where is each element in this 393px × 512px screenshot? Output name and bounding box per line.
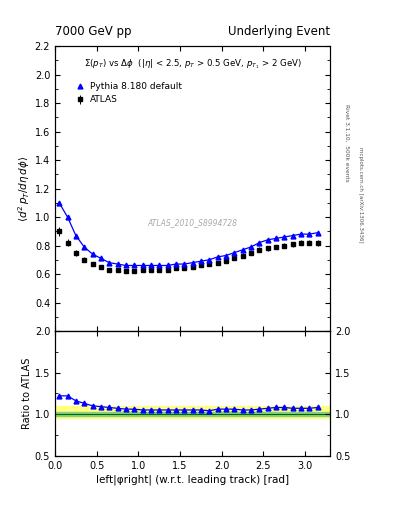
Pythia 8.180 default <box>207 257 211 263</box>
Pythia 8.180 default <box>82 244 86 250</box>
Legend: Pythia 8.180 default, ATLAS: Pythia 8.180 default, ATLAS <box>70 79 185 107</box>
Text: mcplots.cern.ch [arXiv:1306.3436]: mcplots.cern.ch [arXiv:1306.3436] <box>358 147 363 242</box>
Pythia 8.180 default <box>182 261 187 267</box>
Pythia 8.180 default <box>274 236 278 242</box>
Pythia 8.180 default <box>174 261 178 267</box>
Pythia 8.180 default <box>99 255 103 262</box>
Pythia 8.180 default <box>315 230 320 236</box>
Pythia 8.180 default <box>224 252 228 259</box>
Text: $\Sigma(p_T)$ vs $\Delta\phi$  ($|\eta|$ < 2.5, $p_T$ > 0.5 GeV, $p_{T_1}$ > 2 G: $\Sigma(p_T)$ vs $\Delta\phi$ ($|\eta|$ … <box>84 57 301 71</box>
Pythia 8.180 default <box>157 263 162 269</box>
Text: Rivet 3.1.10,  500k events: Rivet 3.1.10, 500k events <box>344 104 349 182</box>
Pythia 8.180 default <box>57 200 62 206</box>
Pythia 8.180 default <box>132 263 137 269</box>
Pythia 8.180 default <box>248 244 253 250</box>
Pythia 8.180 default <box>265 237 270 243</box>
Text: Underlying Event: Underlying Event <box>228 26 330 38</box>
Pythia 8.180 default <box>123 263 128 269</box>
Pythia 8.180 default <box>198 258 203 264</box>
Y-axis label: Ratio to ATLAS: Ratio to ATLAS <box>22 358 32 429</box>
Pythia 8.180 default <box>257 240 262 246</box>
Pythia 8.180 default <box>149 263 153 269</box>
Pythia 8.180 default <box>190 260 195 266</box>
Pythia 8.180 default <box>115 261 120 267</box>
Pythia 8.180 default <box>299 231 303 237</box>
X-axis label: left|φright| (w.r.t. leading track) [rad]: left|φright| (w.r.t. leading track) [rad… <box>96 475 289 485</box>
Text: 7000 GeV pp: 7000 GeV pp <box>55 26 132 38</box>
Pythia 8.180 default <box>107 260 112 266</box>
Pythia 8.180 default <box>240 247 245 253</box>
Pythia 8.180 default <box>73 232 78 239</box>
Pythia 8.180 default <box>232 249 237 255</box>
Text: ATLAS_2010_S8994728: ATLAS_2010_S8994728 <box>147 218 238 227</box>
Y-axis label: $\langle d^2\,p_T/d\eta\,d\phi\rangle$: $\langle d^2\,p_T/d\eta\,d\phi\rangle$ <box>16 156 32 222</box>
Pythia 8.180 default <box>165 263 170 269</box>
Pythia 8.180 default <box>290 232 295 239</box>
Pythia 8.180 default <box>282 234 286 240</box>
Bar <box>55 406 330 418</box>
Pythia 8.180 default <box>307 231 312 237</box>
Pythia 8.180 default <box>140 263 145 269</box>
Line: Pythia 8.180 default: Pythia 8.180 default <box>57 200 320 268</box>
Pythia 8.180 default <box>215 254 220 260</box>
Pythia 8.180 default <box>90 251 95 257</box>
Bar <box>55 412 330 416</box>
Pythia 8.180 default <box>65 214 70 220</box>
